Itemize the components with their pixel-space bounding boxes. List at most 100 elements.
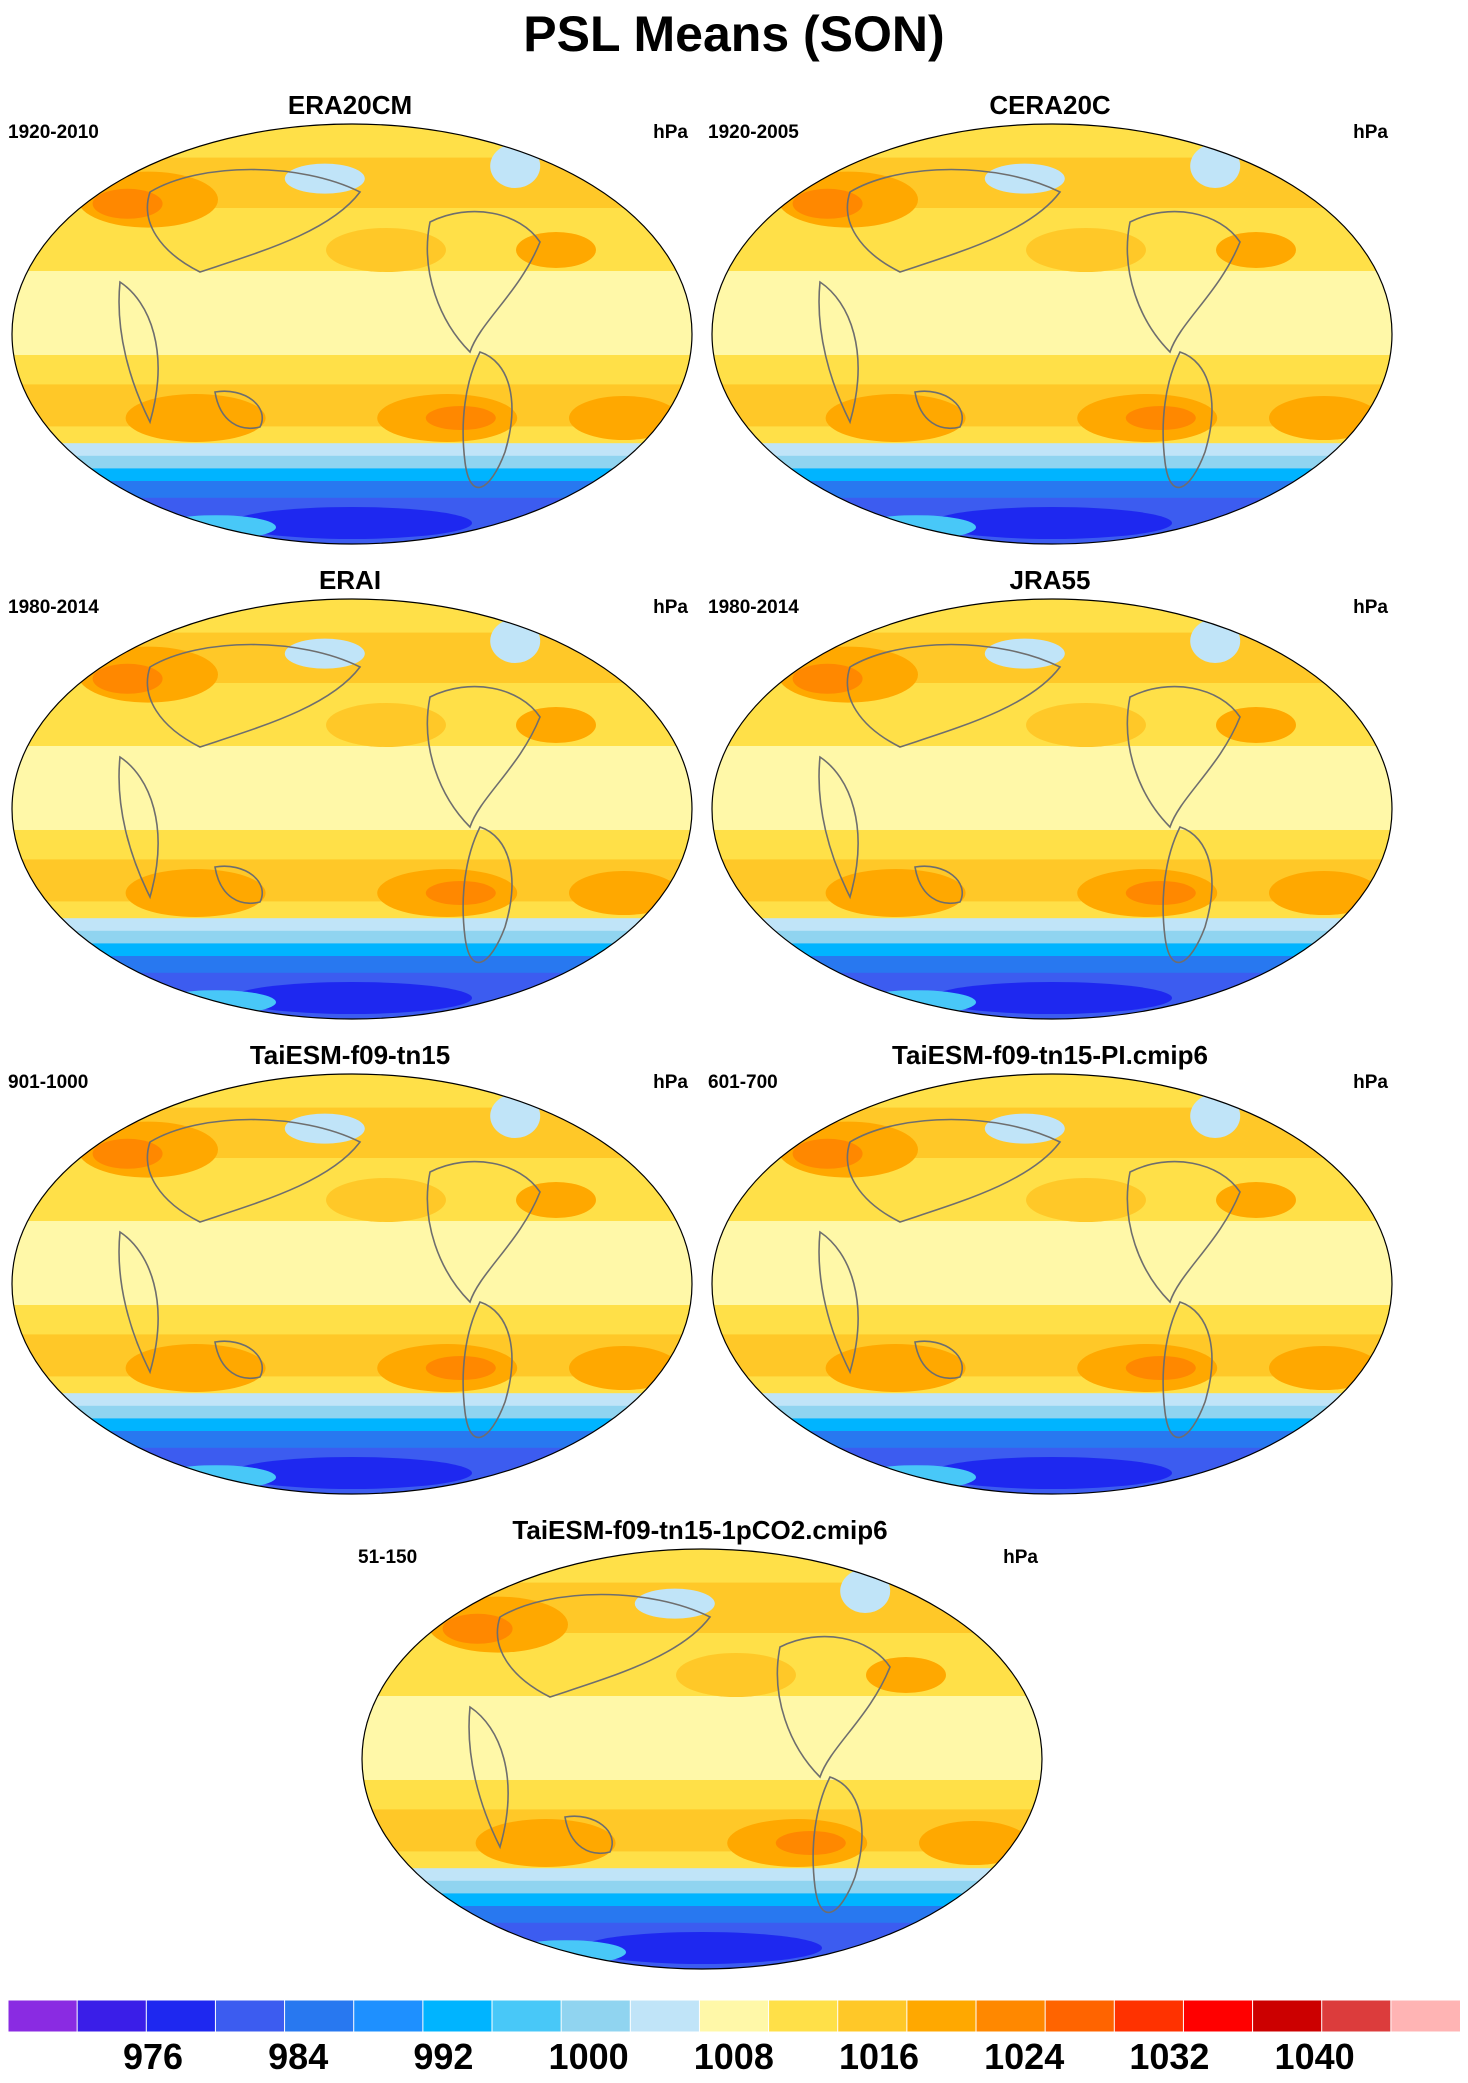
map-border [711, 598, 1393, 1020]
pressure-band [12, 1221, 692, 1306]
panel-erai: ERAI 1980-2014 hPa [0, 565, 700, 1025]
colorbar-swatch [422, 2000, 493, 2032]
colorbar-label: 1040 [1274, 2036, 1355, 2077]
panel-period: 1920-2005 [708, 122, 799, 143]
psl-map [11, 598, 693, 1020]
colorbar-swatch [1044, 2000, 1116, 2032]
colorbar-label: 1024 [984, 2036, 1065, 2077]
coastline [818, 1230, 859, 1375]
coastline [118, 280, 159, 425]
pressure-cell [1026, 703, 1146, 747]
map-border [711, 1073, 1393, 1495]
psl-map [711, 598, 1393, 1020]
pressure-band [362, 1868, 1042, 1882]
pressure-band [712, 830, 1392, 861]
panel-title: CERA20C [989, 90, 1111, 120]
colorbar-label: 1000 [548, 2036, 629, 2077]
pressure-band [12, 943, 692, 957]
coastline [426, 210, 541, 354]
pressure-band [712, 443, 1392, 457]
pressure-band [712, 956, 1392, 974]
pressure-cell [582, 1932, 822, 1964]
pressure-band [12, 455, 692, 470]
map-border [11, 1073, 693, 1495]
panel-era20cm: ERA20CM 1920-2010 hPa [0, 90, 700, 550]
pressure-cell [475, 1819, 616, 1867]
colorbar-swatch [145, 2000, 217, 2032]
colorbar-swatch [560, 2000, 632, 2032]
colorbar-swatch [1182, 2000, 1254, 2032]
coastline [118, 755, 159, 900]
coastline [846, 643, 1062, 748]
pressure-band [362, 1906, 1042, 1924]
colorbar-labels: 976 984 992 1000 1008 1016 1024 1032 1040 [8, 2036, 1460, 2080]
pressure-cell [775, 1831, 846, 1855]
panel-period: 601-700 [708, 1072, 778, 1093]
pressure-cell [1125, 881, 1196, 905]
coastline [914, 865, 963, 904]
coastline [1126, 1160, 1241, 1304]
coastline [468, 1705, 509, 1850]
pressure-cell [1269, 1346, 1379, 1390]
pressure-band [712, 481, 1392, 499]
panel-unit: hPa [1353, 1072, 1388, 1093]
panel-unit: hPa [653, 597, 688, 618]
panel-unit: hPa [1003, 1547, 1038, 1568]
colorbar-label: 1008 [693, 2036, 774, 2077]
pressure-band [12, 124, 692, 159]
colorbar-label: 1016 [838, 2036, 920, 2077]
pressure-band [12, 468, 692, 482]
pressure-cell [792, 1138, 863, 1169]
psl-map [361, 1548, 1043, 1970]
pressure-cell [232, 982, 472, 1014]
pressure-band [12, 355, 692, 386]
map-border [711, 123, 1393, 545]
pressure-band [712, 468, 1392, 482]
pressure-cell [932, 982, 1172, 1014]
pressure-cell [569, 396, 679, 440]
pressure-band [712, 455, 1392, 470]
pressure-cell [425, 406, 496, 430]
panel-period: 1920-2010 [8, 122, 99, 143]
pressure-band [362, 1696, 1042, 1781]
pressure-band [12, 1418, 692, 1432]
pressure-band [712, 355, 1392, 386]
pressure-band [712, 1431, 1392, 1449]
pressure-cell [490, 144, 541, 188]
coastline [846, 168, 1062, 273]
pressure-cell [932, 507, 1172, 539]
pressure-band [712, 746, 1392, 831]
panel-cera20c: CERA20C 1920-2005 hPa [700, 90, 1400, 550]
psl-map [11, 123, 693, 545]
pressure-band [12, 1431, 692, 1449]
pressure-cell [1026, 1178, 1146, 1222]
pressure-cell [125, 1344, 266, 1392]
coastline [118, 1230, 159, 1375]
pressure-cell [326, 228, 446, 272]
colorbar-swatch [353, 2000, 424, 2032]
pressure-cell [825, 1344, 966, 1392]
panel-taiesm-f09-tn15: TaiESM-f09-tn15 901-1000 hPa [0, 1040, 700, 1500]
colorbar-label: 984 [268, 2036, 329, 2077]
coastline [818, 755, 859, 900]
pressure-cell [326, 703, 446, 747]
colorbar-swatch [975, 2000, 1047, 2032]
colorbar-swatch [1252, 2000, 1323, 2032]
colorbar-swatch [768, 2000, 839, 2032]
pressure-band [712, 1418, 1392, 1432]
panel-unit: hPa [653, 122, 688, 143]
pressure-cell [1216, 1182, 1296, 1218]
colorbar-swatch [76, 2000, 148, 2032]
pressure-cell [232, 1457, 472, 1489]
coastline [214, 390, 263, 429]
panel-unit: hPa [653, 1072, 688, 1093]
coastline [914, 1340, 963, 1379]
pressure-cell [1269, 871, 1379, 915]
pressure-band [12, 1074, 692, 1109]
pressure-band [362, 1880, 1042, 1895]
pressure-cell [1269, 396, 1379, 440]
pressure-band [362, 1549, 1042, 1584]
pressure-cell [326, 1178, 446, 1222]
colorbar-swatch [906, 2000, 977, 2032]
colorbar-label: 976 [122, 2036, 184, 2077]
